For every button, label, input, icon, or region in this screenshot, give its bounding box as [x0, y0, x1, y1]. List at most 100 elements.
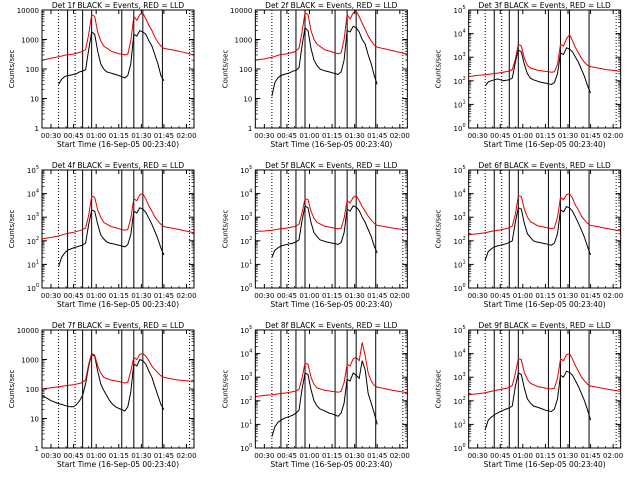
events-series-line	[42, 353, 165, 412]
x-tick-label: 00:45	[490, 132, 510, 140]
y-tick-label: 10	[30, 96, 39, 104]
chart-title: Det 2f BLACK = Events, RED = LLD	[265, 1, 398, 10]
x-axis-label: Start Time (16-Sep-05 00:23:40)	[57, 300, 179, 309]
y-tick-base: 10	[240, 421, 249, 429]
y-tick-label: 102	[454, 396, 466, 406]
y-tick-exponent: 1	[462, 99, 465, 105]
x-tick-label: 01:30	[131, 292, 151, 300]
y-tick-base: 10	[454, 351, 463, 359]
x-tick-label: 00:45	[490, 452, 510, 460]
x-axis-label: Start Time (16-Sep-05 00:23:40)	[57, 140, 179, 149]
y-tick-label: 104	[454, 189, 466, 199]
plot-frame	[468, 9, 622, 129]
chart-panel-2: 1 10 100 1000 10000 00:30 00:45 01:00 01:15 01:30…	[221, 1, 410, 149]
y-tick-label: 100	[26, 386, 39, 394]
x-tick-label: 00:30	[468, 132, 488, 140]
x-tick-label: 02:00	[176, 292, 196, 300]
x-axis-label: Start Time (16-Sep-05 00:23:40)	[270, 300, 392, 309]
y-tick-exponent: 3	[462, 212, 465, 218]
y-tick-exponent: 1	[249, 259, 252, 265]
y-tick-base: 10	[27, 214, 36, 222]
y-tick-base: 10	[27, 191, 36, 199]
x-tick-label: 00:45	[277, 452, 297, 460]
chart-title: Det 8f BLACK = Events, RED = LLD	[265, 321, 398, 330]
x-tick-label: 00:45	[64, 132, 84, 140]
x-axis-label: Start Time (16-Sep-05 00:23:40)	[270, 140, 392, 149]
y-tick-exponent: 2	[462, 236, 465, 242]
y-tick-label: 1	[35, 125, 39, 133]
y-tick-base: 10	[240, 327, 249, 335]
x-tick-label: 02:00	[603, 292, 623, 300]
y-tick-label: 105	[27, 165, 39, 175]
x-tick-label: 01:15	[535, 292, 555, 300]
lld-series-line	[468, 352, 621, 396]
y-tick-label: 105	[454, 5, 466, 15]
plot-frame	[468, 329, 622, 449]
y-tick-base: 10	[454, 398, 463, 406]
y-tick-base: 10	[240, 374, 249, 382]
y-tick-exponent: 1	[462, 259, 465, 265]
y-tick-base: 10	[454, 125, 463, 133]
y-tick-base: 10	[240, 285, 249, 293]
x-tick-label: 01:00	[513, 292, 533, 300]
y-axis-label: Counts/sec	[8, 370, 16, 409]
x-tick-label: 01:15	[535, 132, 555, 140]
y-tick-base: 10	[27, 167, 36, 175]
y-tick-label: 101	[27, 259, 39, 269]
y-axis-label: Counts/sec	[221, 210, 229, 249]
y-tick-base: 10	[240, 398, 249, 406]
y-tick-label: 101	[240, 259, 252, 269]
events-series-line	[58, 29, 165, 85]
chart-title: Det 3f BLACK = Events, RED = LLD	[479, 1, 612, 10]
y-tick-base: 10	[240, 261, 249, 269]
x-tick-label: 01:45	[367, 452, 387, 460]
y-tick-label: 100	[27, 283, 39, 293]
x-tick-label: 01:00	[86, 292, 106, 300]
y-tick-label: 104	[27, 189, 39, 199]
x-tick-label: 01:15	[109, 132, 129, 140]
y-tick-exponent: 3	[249, 372, 252, 378]
y-tick-label: 103	[240, 212, 252, 222]
y-tick-exponent: 4	[462, 349, 465, 355]
x-tick-label: 01:00	[86, 452, 106, 460]
y-tick-label: 105	[240, 325, 252, 335]
events-series-line	[484, 205, 592, 261]
y-tick-label: 104	[454, 29, 466, 39]
y-tick-exponent: 0	[462, 283, 465, 289]
y-tick-label: 1000	[21, 37, 39, 45]
y-axis-label: Counts/sec	[221, 50, 229, 89]
x-tick-label: 02:00	[603, 132, 623, 140]
y-tick-exponent: 2	[462, 76, 465, 82]
y-tick-label: 103	[27, 212, 39, 222]
events-series-line	[271, 205, 378, 258]
x-tick-label: 01:15	[322, 292, 342, 300]
y-tick-exponent: 4	[36, 189, 39, 195]
lld-series-line	[42, 352, 194, 390]
y-tick-exponent: 2	[462, 396, 465, 402]
y-tick-label: 100	[26, 66, 39, 74]
y-tick-base: 10	[27, 285, 36, 293]
y-tick-exponent: 1	[462, 419, 465, 425]
y-tick-base: 10	[454, 7, 463, 15]
y-tick-exponent: 1	[249, 419, 252, 425]
x-tick-label: 00:30	[468, 292, 488, 300]
y-tick-label: 105	[454, 325, 466, 335]
y-tick-base: 10	[454, 327, 463, 335]
y-tick-base: 10	[454, 374, 463, 382]
x-tick-label: 01:45	[154, 132, 174, 140]
lld-series-line	[468, 192, 621, 236]
x-tick-label: 00:30	[254, 452, 274, 460]
y-tick-label: 1000	[235, 37, 253, 45]
lld-series-line	[255, 195, 408, 232]
y-tick-exponent: 5	[249, 325, 252, 331]
y-tick-base: 10	[454, 54, 463, 62]
y-tick-label: 10	[30, 416, 39, 424]
x-tick-label: 01:00	[299, 132, 319, 140]
y-tick-base: 10	[454, 78, 463, 86]
x-tick-label: 01:45	[580, 292, 600, 300]
y-tick-exponent: 4	[249, 349, 252, 355]
